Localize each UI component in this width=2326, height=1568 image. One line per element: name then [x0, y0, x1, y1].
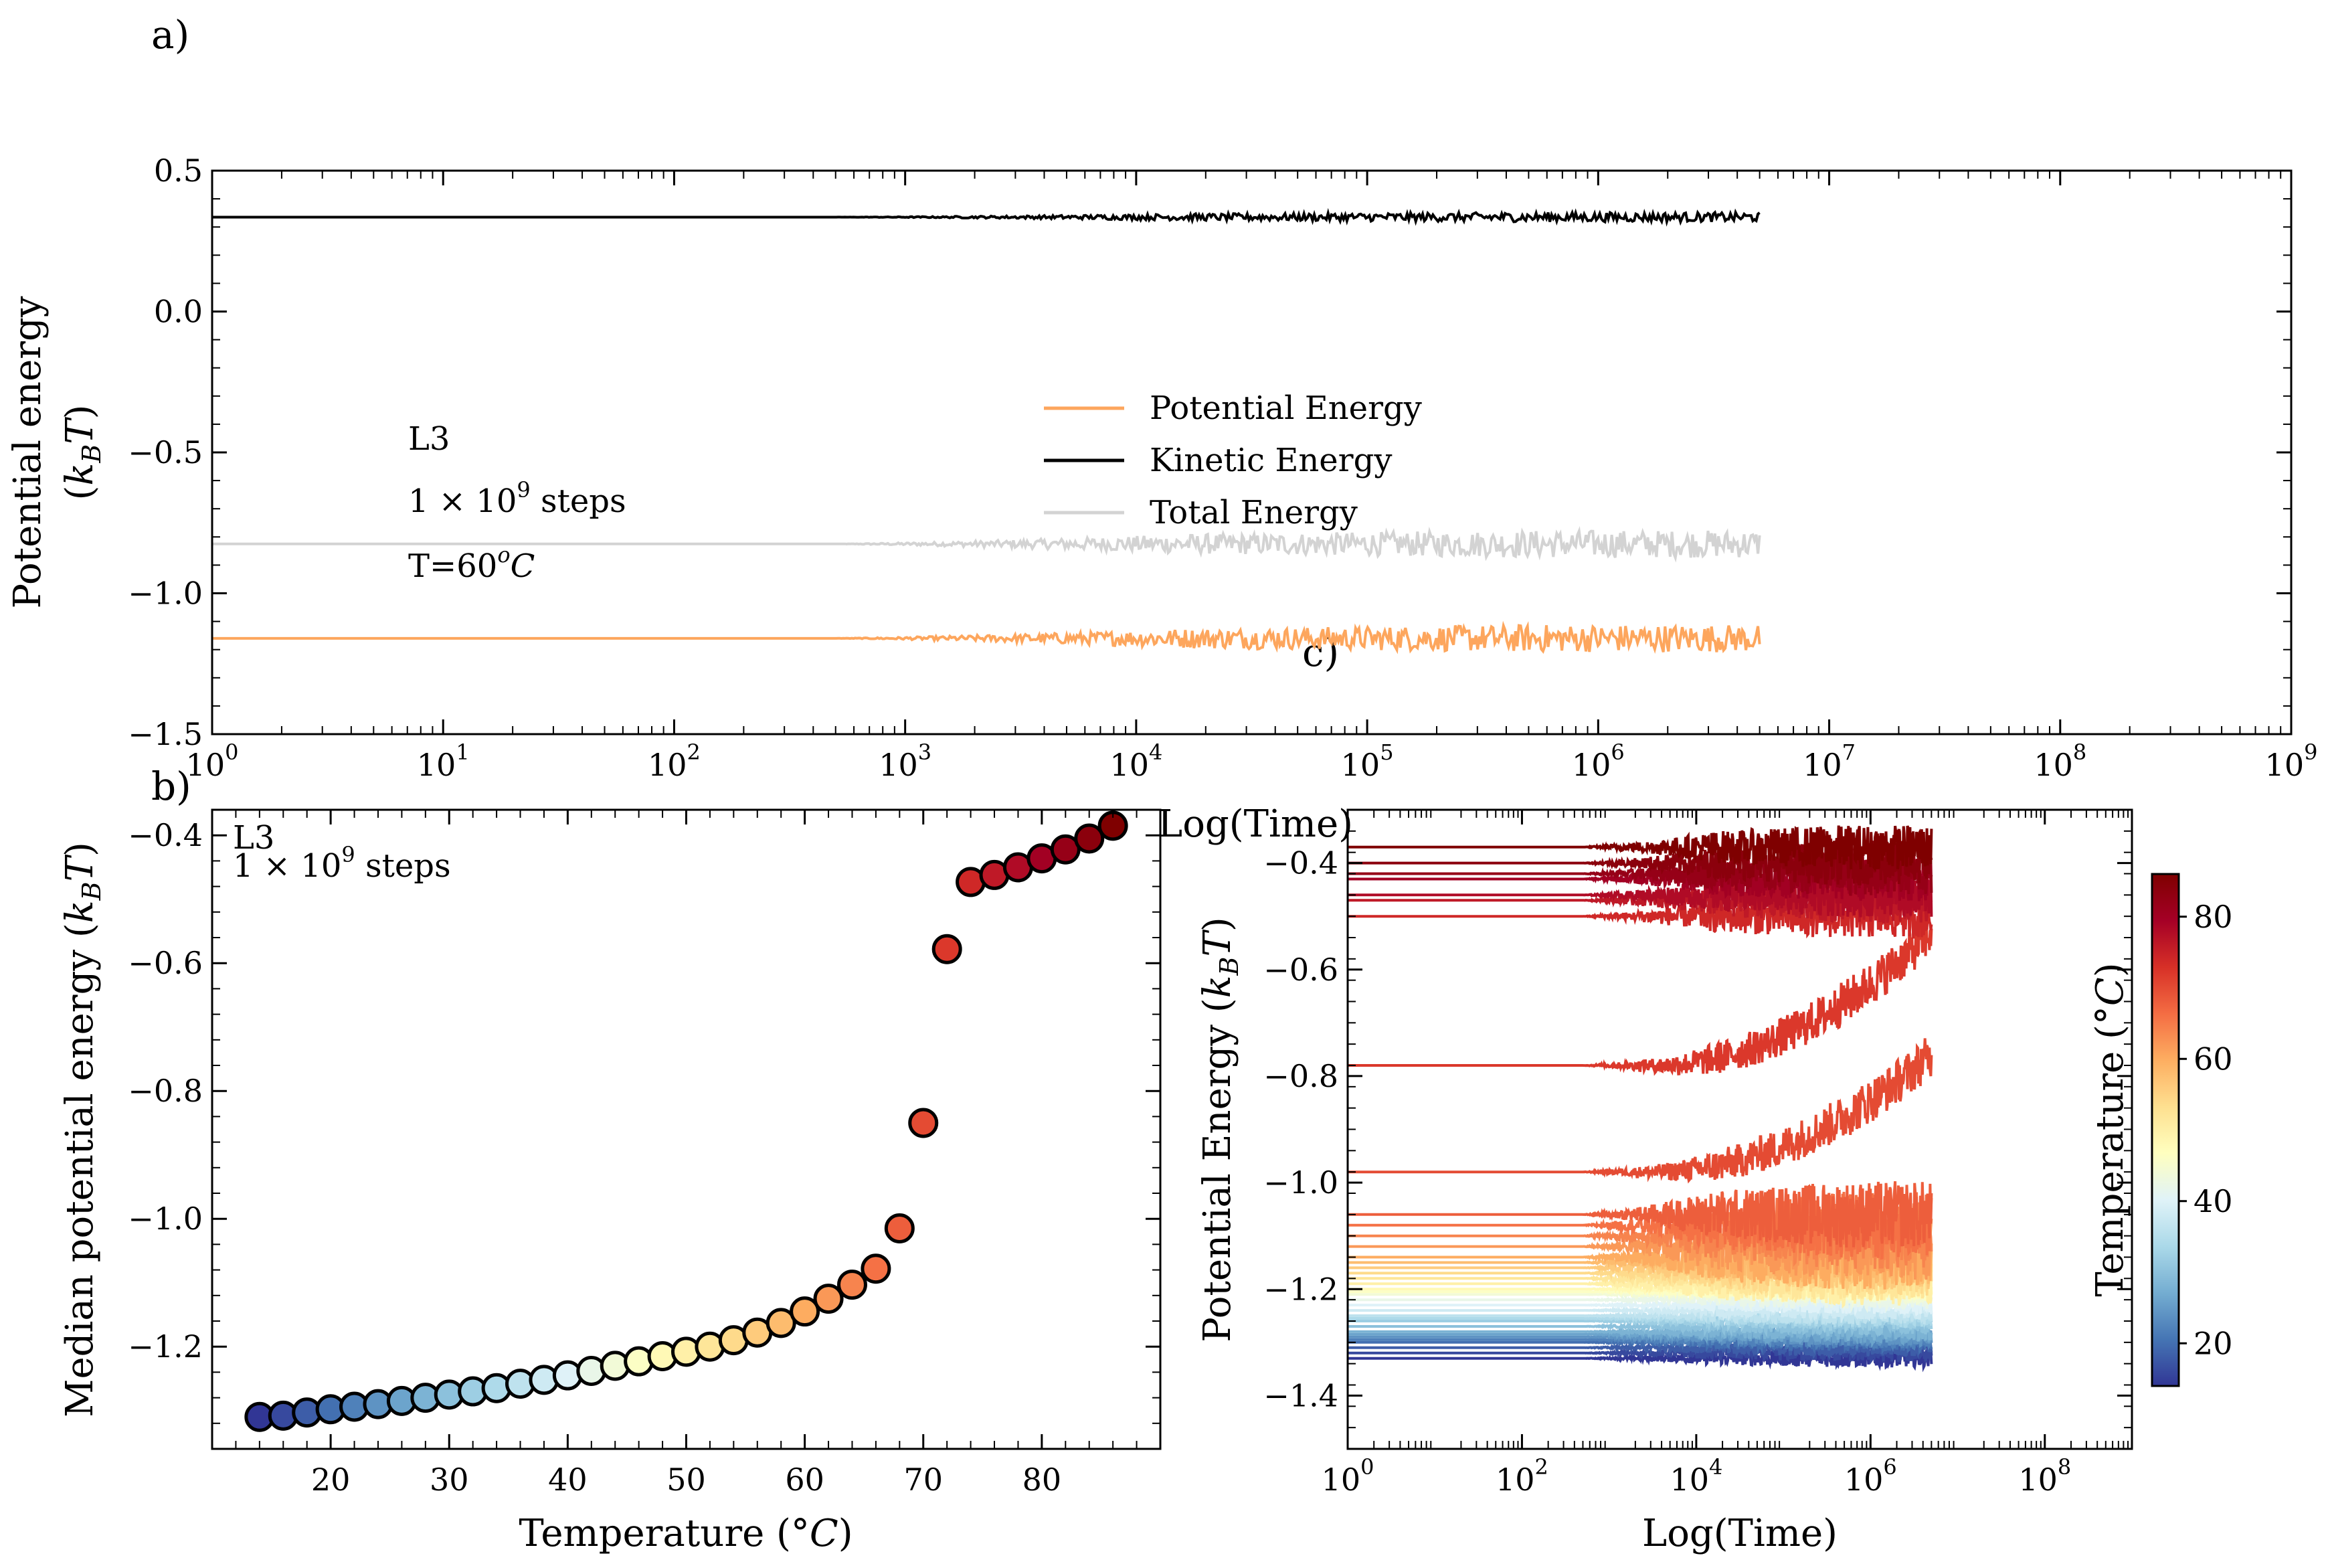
panel-b-ylabel: Median potential energy (kBT)	[58, 842, 106, 1417]
scatter-point	[861, 1253, 891, 1284]
panel-c-y-tick-label: −1.4	[1263, 1377, 1338, 1413]
panel-a-annotation-steps: 1 × 109 steps	[408, 477, 626, 520]
panel-a-xlabel: Log(Time)	[1158, 802, 1353, 846]
panel-b-y-tick-label: −0.6	[128, 945, 203, 981]
panel-b-x-tick-label: 30	[430, 1462, 469, 1498]
panel-c-chart: 100 102 104 106 108−0.4−0.6−0.8−1.0−1.2−1.4 …	[1196, 808, 2233, 1555]
temperature-series-line	[1348, 1314, 1933, 1338]
panel-c-y-tick-label: −1.0	[1263, 1164, 1338, 1201]
panel-b-chart: 20 30 40 50 60 70 80 −0.4 −0.6 −0.8 −1.0 −1.2 Tempe…	[58, 808, 1162, 1555]
temperature-series-line	[1348, 1181, 1933, 1248]
scatter-point	[908, 1108, 939, 1138]
panel-a-annotation-temperature: T=60oC	[408, 542, 535, 585]
panel-a-x-tick-label: 108	[2034, 739, 2086, 783]
scatter-point	[813, 1284, 844, 1314]
panel-a-x-tick-label: 106	[1572, 739, 1625, 783]
panel-a-plot-area	[212, 207, 1761, 655]
temperature-series-line	[1348, 1347, 1933, 1373]
panel-c-x-tick-label: 106	[1844, 1454, 1897, 1498]
panel-a-y-tick-label: −0.5	[128, 434, 203, 470]
scatter-point	[1074, 823, 1105, 854]
panel-b-xlabel: Temperature (°C)	[519, 1512, 853, 1555]
panel-c-x-tick-label: 104	[1670, 1454, 1722, 1498]
panel-b-x-tick-label: 70	[903, 1462, 943, 1498]
panel-a-x-tick-label: 105	[1341, 739, 1394, 783]
panel-c-y-tick-label: −0.6	[1263, 952, 1338, 988]
panel-a-y-tick-label: −1.5	[128, 716, 203, 752]
panel-label-a: a)	[151, 12, 189, 58]
panel-b-annotation-steps: 1 × 109 steps	[233, 842, 451, 885]
panel-c-x-tick-label: 108	[2018, 1454, 2071, 1498]
panel-b-y-tick-label: −1.0	[128, 1201, 203, 1237]
panel-b-plot-area	[244, 810, 1128, 1432]
panel-a-legend: Potential Energy Kinetic Energy Total En…	[1044, 389, 1422, 531]
panel-a-x-tick-label: 109	[2265, 739, 2318, 783]
panel-b-y-tick-label: −0.8	[128, 1073, 203, 1109]
scatter-point	[931, 934, 962, 964]
scatter-point	[790, 1296, 820, 1327]
panel-label-b: b)	[151, 764, 191, 809]
colorbar-label: Temperature (°C)	[2088, 962, 2132, 1296]
panel-a-annotation-series: L3	[408, 420, 450, 458]
panel-a-ylabel-line2: (kBT)	[58, 405, 106, 501]
panel-b-x-tick-label: 20	[311, 1462, 351, 1498]
colorbar-tick-label: 20	[2194, 1325, 2233, 1361]
panel-c-ylabel: Potential Energy (kBT)	[1196, 917, 1244, 1342]
panel-b-x-tick-label: 80	[1022, 1462, 1062, 1498]
panel-a-x-tick-label: 101	[417, 739, 470, 783]
panel-a-y-tick-label: 0.5	[154, 153, 203, 189]
panel-c-x-tick-label: 102	[1496, 1454, 1548, 1498]
panel-c-y-tick-label: −1.2	[1263, 1271, 1338, 1307]
scatter-point	[884, 1213, 915, 1244]
potential-energy-line	[212, 620, 1761, 655]
legend-label-kinetic: Kinetic Energy	[1150, 442, 1392, 479]
temperature-series-line	[1348, 920, 1933, 1076]
panel-b-ticks: 20 30 40 50 60 70 80 −0.4 −0.6 −0.8 −1.0 −1.2	[128, 809, 1160, 1498]
panel-a-y-tick-label: −1.0	[128, 576, 203, 612]
panel-b-annotation-series: L3	[233, 819, 274, 857]
scatter-point	[836, 1270, 867, 1300]
panel-a-chart: 100 101 102 103 104 105 106 107 108 109 0.5 0.0 −0.5…	[6, 153, 2317, 846]
panel-b-y-tick-label: −1.2	[128, 1328, 203, 1365]
panel-c-ticks: 100 102 104 106 108 −0.4 −0.6 −0.8 −1.0 −1.2 −1.4	[1263, 809, 2132, 1498]
colorbar-tick-label: 60	[2194, 1041, 2233, 1077]
colorbar-ticks: 20 40 60 80	[2179, 899, 2233, 1361]
legend-label-total: Total Energy	[1150, 494, 1358, 531]
panel-c-y-tick-label: −0.4	[1263, 845, 1338, 881]
panel-a-x-tick-label: 104	[1109, 739, 1162, 783]
panel-a-y-tick-label: 0.0	[154, 294, 203, 330]
panel-a-ylabel-line1: Potential energy	[6, 296, 50, 608]
scatter-point	[766, 1308, 796, 1338]
panel-a-x-tick-label: 103	[879, 739, 931, 783]
panel-b-x-tick-label: 50	[666, 1462, 706, 1498]
temperature-series-line	[1348, 1336, 1933, 1361]
panel-c-plot-area	[1348, 825, 1933, 1373]
panel-c-x-tick-label: 100	[1322, 1454, 1374, 1498]
colorbar-tick-label: 80	[2194, 899, 2233, 935]
panel-c-xlabel: Log(Time)	[1642, 1512, 1838, 1555]
colorbar-tick-label: 40	[2194, 1183, 2233, 1219]
temperature-series-line	[1348, 1038, 1933, 1184]
panel-a-x-tick-label: 107	[1803, 739, 1856, 783]
panel-a-ticks: 100 101 102 103 104 105 106 107 108 109 0.5 0.0 −0.5…	[128, 153, 2317, 783]
temperature-series-line	[1348, 1201, 1933, 1270]
temperature-series-line	[1348, 851, 1933, 896]
total-energy-line	[212, 526, 1761, 563]
legend-label-potential: Potential Energy	[1150, 389, 1422, 427]
panel-c-y-tick-label: −0.8	[1263, 1058, 1338, 1094]
colorbar	[2151, 873, 2180, 1387]
panel-a-x-tick-label: 102	[648, 739, 701, 783]
panel-b-x-tick-label: 40	[548, 1462, 588, 1498]
panel-b-y-tick-label: −0.4	[128, 817, 203, 853]
temperature-series-line	[1348, 825, 1933, 872]
panel-a-x-tick-label: 100	[186, 739, 239, 783]
kinetic-energy-line	[212, 207, 1761, 227]
panel-b-x-tick-label: 60	[785, 1462, 824, 1498]
